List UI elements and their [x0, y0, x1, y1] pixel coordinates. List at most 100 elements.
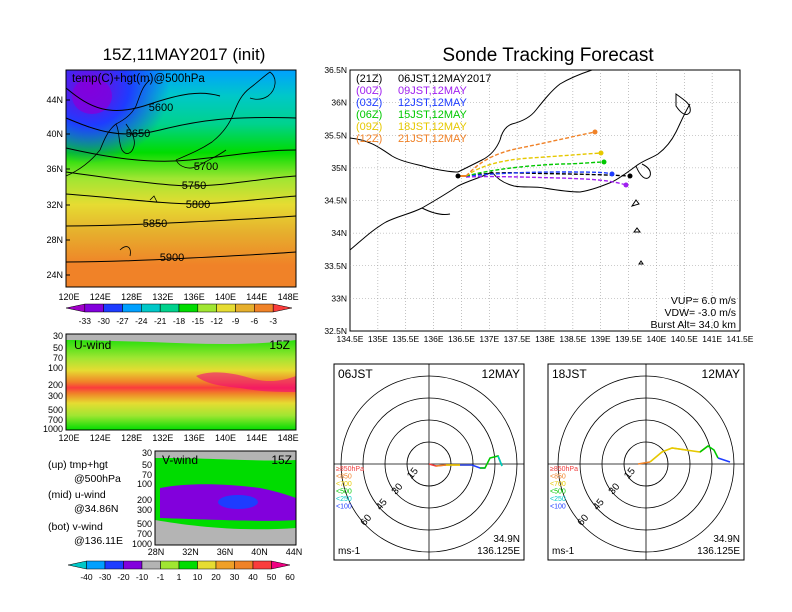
lon-tick-label: 124E: [90, 292, 111, 302]
lat-tick-label: 28N: [148, 547, 165, 557]
track-time: 18JST,12MAY: [398, 121, 468, 133]
colorbar-swatch: [178, 303, 199, 313]
pressure-tick-label: 50: [53, 343, 63, 353]
lat-tick-label: 40N: [251, 547, 268, 557]
level-legend: ≥850hPa: [550, 466, 578, 473]
track-map: (21Z) 06JST,12MAY2017 (00Z) 09JST,12MAY (03Z…: [324, 65, 753, 344]
track-time: 09JST,12MAY: [398, 85, 468, 97]
colorbar-swatch: [272, 303, 293, 313]
vwind-label: V-wind: [162, 453, 198, 467]
lon-tick-label: 141.5E: [727, 334, 754, 344]
colorbar-swatch: [65, 303, 86, 313]
param-vup: VUP= 6.0 m/s: [671, 295, 736, 307]
korea-peninsula: [115, 123, 135, 154]
lon-tick-label: 136E: [184, 292, 205, 302]
contour-line-5850: [65, 215, 297, 227]
lon-tick-label: 138E: [535, 334, 555, 344]
note-sub: @500hPa: [74, 473, 121, 485]
contour-label: 5700: [194, 161, 218, 173]
colorbar-swatch: [84, 303, 104, 313]
track-landing-point: [623, 182, 629, 188]
track-grid: [350, 70, 740, 331]
pressure-tick-label: 30: [53, 331, 63, 341]
lon-tick-label: 140E: [215, 292, 236, 302]
cold-core-center: [72, 78, 112, 114]
pressure-tick-label: 500: [48, 405, 63, 415]
hodo-time: 06JST: [338, 367, 373, 381]
track-time: 15JST,12MAY: [398, 109, 468, 121]
track-code: (21Z): [356, 73, 382, 85]
colorbar-label: 50: [267, 572, 277, 582]
lon-tick-label: 139.5E: [615, 334, 642, 344]
temperature-colorbar: -33 -30 -27 -24 -21 -18 -15 -12 -9 -6 -3: [65, 303, 293, 326]
init-title: 15Z,11MAY2017 (init): [103, 45, 266, 64]
colorbar-swatch: [86, 560, 106, 570]
colorbar-label: -10: [136, 572, 149, 582]
taiwan-coast: [119, 246, 131, 257]
honshu-north-coast: [457, 69, 593, 173]
vwind-lat-axis: 28N 32N 36N 40N 44N: [148, 547, 303, 557]
note-head: (bot) v-wind: [48, 521, 103, 533]
colorbar-label: -15: [192, 316, 205, 326]
colorbar-label: -6: [251, 316, 259, 326]
level-legend: <850: [550, 474, 566, 481]
lon-tick-label: 148E: [278, 433, 299, 443]
colorbar-label: -21: [154, 316, 167, 326]
uwind-lon-axis: 120E 124E 128E 132E 136E 140E 144E 148E: [58, 433, 298, 443]
contour-labels: 5600 5650 5700 5750 5800 5850 5900: [126, 102, 218, 264]
track-line: [465, 131, 596, 177]
lon-tick-label: 144E: [246, 433, 267, 443]
hodo-lat: 34.9N: [713, 534, 740, 545]
lon-tick-label: 141E: [702, 334, 722, 344]
lon-tick-label: 140.5E: [671, 334, 698, 344]
track-landing-point: [592, 129, 598, 135]
colorbar-swatch: [252, 560, 272, 570]
vwind-low-band: [155, 520, 296, 545]
lon-tick-label: 135.5E: [392, 334, 419, 344]
contour-line-5650: [65, 117, 297, 135]
track-lon-axis: 134.5E 135E 135.5E 136E 136.5E 137E 137.5E 138E…: [337, 334, 754, 344]
lat-tick-label: 35.5N: [324, 130, 347, 140]
honshu-south-coast-west: [349, 137, 459, 173]
level-legend: <100: [550, 504, 566, 511]
shikoku-south: [421, 207, 451, 215]
track-params: VUP= 6.0 m/s VDW= -3.0 m/s Burst Alt= 34…: [651, 295, 737, 331]
track-landing-point: [627, 173, 633, 179]
hokkaido-coast: [249, 71, 276, 100]
contour-label: 5750: [182, 180, 206, 192]
hodo-trace: [497, 455, 503, 467]
hodo-lon: 136.125E: [477, 546, 520, 557]
right-title: Sonde Tracking Forecast: [442, 45, 654, 66]
track-time: 06JST,12MAY2017: [398, 73, 491, 85]
hodo-unit: ms-1: [552, 546, 575, 557]
lon-tick-label: 120E: [58, 292, 79, 302]
izu-island: [630, 199, 640, 207]
pressure-tick-label: 200: [137, 495, 152, 505]
note-sub: @34.86N: [74, 503, 119, 515]
contour-label: 5600: [149, 102, 173, 114]
lon-tick-label: 138.5E: [559, 334, 586, 344]
track-code: (06Z): [356, 109, 382, 121]
lat-tick-label: 36N: [331, 98, 347, 108]
lon-tick-label: 134.5E: [337, 334, 364, 344]
pressure-tick-label: 700: [137, 529, 152, 539]
track-code: (03Z): [356, 97, 382, 109]
uwind-label: U-wind: [74, 338, 111, 352]
colorbar-swatch: [197, 560, 217, 570]
level-legend: <500: [550, 489, 566, 496]
colorbar-swatch: [122, 303, 142, 313]
level-legend: <500: [336, 489, 352, 496]
lat-tick-label: 44N: [46, 95, 63, 105]
lat-tick-label: 33N: [331, 293, 347, 303]
hodo-trace: [717, 457, 731, 463]
hodo-lat: 34.9N: [493, 534, 520, 545]
lat-tick-label: 34.5N: [324, 196, 347, 206]
colorbar-label: -9: [232, 316, 240, 326]
colorbar-swatch: [271, 560, 291, 570]
colorbar-label: 20: [211, 572, 221, 582]
level-legend: <700: [336, 481, 352, 488]
contour-line-5900: [65, 251, 297, 263]
colorbar-swatch: [216, 303, 236, 313]
colorbar-label: 40: [248, 572, 258, 582]
